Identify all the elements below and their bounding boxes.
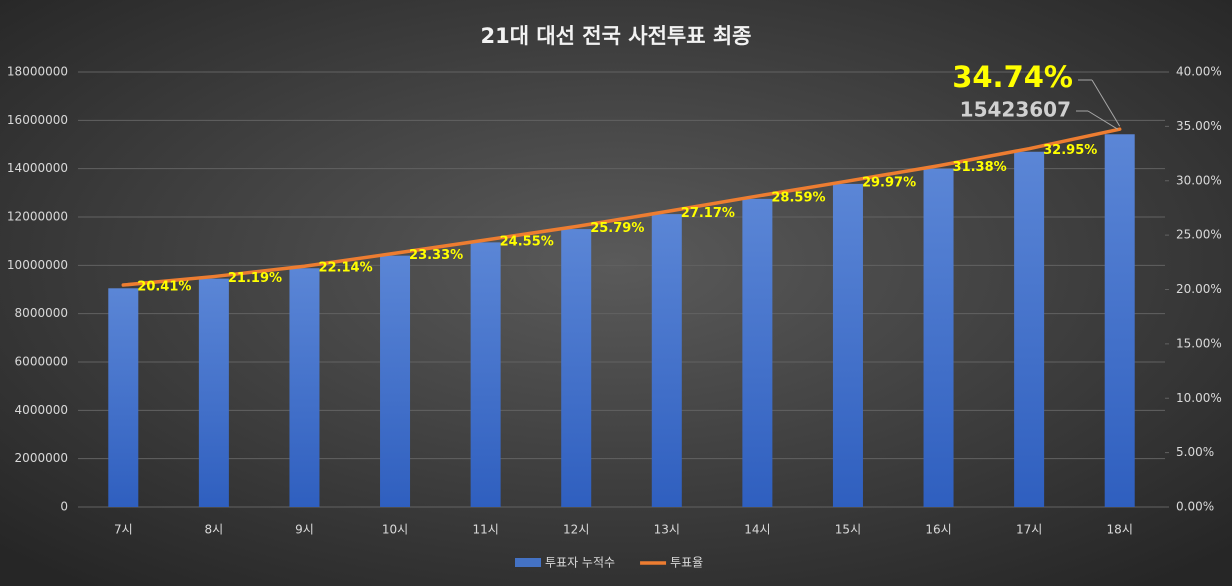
bar: [651, 214, 682, 507]
y-tick-label: 0: [60, 500, 68, 514]
legend-label: 투표율: [670, 556, 703, 570]
bar: [470, 242, 501, 507]
x-tick-label: 15시: [835, 523, 861, 537]
y2-tick-label: 25.00%: [1176, 228, 1222, 242]
y2-tick-label: 35.00%: [1176, 119, 1222, 133]
bar: [108, 288, 139, 507]
y2-tick-label: 30.00%: [1176, 173, 1222, 187]
data-label: 21.19%: [228, 271, 282, 286]
y-tick-label: 18000000: [7, 65, 68, 79]
bar: [198, 278, 229, 507]
x-tick-label: 17시: [1016, 523, 1042, 537]
data-label: 27.17%: [681, 206, 735, 221]
chart-title: 21대 대선 전국 사전투표 최종: [481, 24, 752, 48]
y2-tick-label: 15.00%: [1176, 336, 1222, 350]
x-tick-label: 11시: [472, 523, 498, 537]
legend-swatch: [515, 558, 541, 567]
x-tick-label: 10시: [382, 523, 408, 537]
bar: [1014, 151, 1045, 507]
y2-tick-label: 10.00%: [1176, 391, 1222, 405]
x-tick-label: 13시: [654, 523, 680, 537]
y-tick-label: 16000000: [7, 113, 68, 127]
leader-line: [1087, 110, 1118, 130]
x-tick-label: 16시: [925, 523, 951, 537]
bar: [923, 168, 954, 507]
line: [121, 127, 1122, 287]
y-tick-label: 6000000: [15, 355, 68, 369]
data-label: 20.41%: [137, 280, 191, 295]
bar: [561, 229, 592, 508]
data-label: 34.74%: [952, 60, 1073, 94]
bar: [742, 198, 773, 507]
data-label: 29.97%: [862, 176, 916, 191]
y-tick-label: 14000000: [7, 161, 68, 175]
x-tick-label: 18시: [1107, 523, 1133, 537]
data-label: 24.55%: [500, 235, 554, 250]
leader-line: [1091, 79, 1121, 127]
bar: [380, 255, 411, 507]
y-tick-label: 4000000: [15, 403, 68, 417]
legend-label: 투표자 누적수: [545, 556, 615, 570]
x-tick-label: 12시: [563, 523, 589, 537]
data-label: 25.79%: [590, 221, 644, 236]
x-tick-label: 14시: [744, 523, 770, 537]
bar: [832, 183, 863, 507]
data-label: 15423607: [960, 98, 1071, 122]
x-tick-label: 7시: [114, 523, 133, 537]
y-tick-label: 8000000: [15, 306, 68, 320]
bar: [289, 268, 320, 507]
bar: [1104, 134, 1135, 508]
data-label: 23.33%: [409, 248, 463, 263]
y2-tick-label: 5.00%: [1176, 445, 1214, 459]
x-tick-label: 8시: [205, 523, 224, 537]
y2-tick-label: 40.00%: [1176, 65, 1222, 79]
y-tick-label: 10000000: [7, 258, 68, 272]
data-label: 22.14%: [318, 261, 372, 276]
x-tick-label: 9시: [295, 523, 314, 537]
data-label: 32.95%: [1043, 143, 1097, 158]
y2-tick-label: 0.00%: [1176, 500, 1214, 514]
y-tick-label: 2000000: [15, 451, 68, 465]
data-label: 31.38%: [953, 160, 1007, 175]
y2-tick-label: 20.00%: [1176, 282, 1222, 296]
y-tick-label: 12000000: [7, 210, 68, 224]
data-label: 28.59%: [771, 191, 825, 206]
